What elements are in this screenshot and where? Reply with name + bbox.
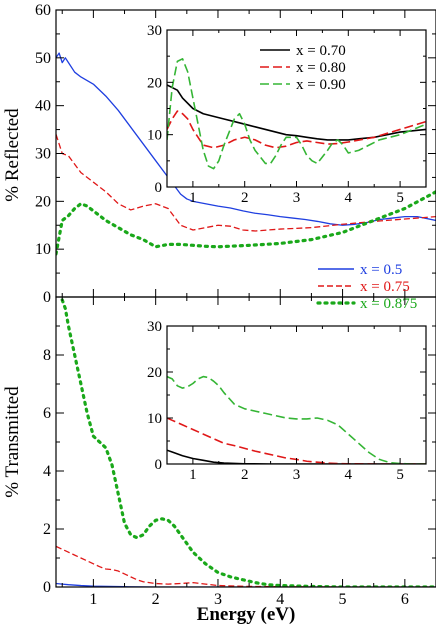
y-axis-label-transmitted: % Transmitted	[2, 386, 23, 498]
series-lines	[56, 52, 436, 256]
series-line-2	[167, 417, 426, 464]
legend-label-2: x = 0.75	[360, 279, 410, 295]
transmitted-inset: 0 10 20 30 1 2 3 4 5	[147, 319, 427, 483]
series-lines	[167, 375, 426, 464]
legend: x = 0.70x = 0.80x = 0.90	[260, 43, 346, 93]
x-tick-label: 2	[152, 591, 160, 608]
x-tick-label: 1	[189, 467, 197, 483]
legend-label-2: x = 0.80	[296, 60, 346, 76]
series-line-1	[56, 52, 436, 226]
y-tick-label: 10	[147, 128, 162, 144]
y-tick-label: 50	[35, 50, 51, 67]
y-tick-label: 10	[147, 411, 162, 427]
y-tick-label: 20	[147, 365, 162, 381]
legend-label-1: x = 0.70	[296, 43, 346, 59]
x-tick-label: 4	[345, 467, 353, 483]
x-tick-label: 5	[396, 190, 404, 206]
series-line-3	[60, 298, 436, 587]
series-line-2	[56, 134, 436, 232]
y-tick-label: 8	[43, 347, 51, 364]
x-tick-label: 3	[214, 591, 222, 608]
legend-label-3: x = 0.875	[360, 296, 417, 312]
x-tick-label: 1	[189, 190, 197, 206]
series-line-1	[167, 84, 426, 141]
y-tick-label: 60	[35, 2, 51, 19]
series-line-2	[56, 545, 436, 587]
x-axis-label-energy: Energy (eV)	[197, 604, 296, 625]
x-tick-label: 6	[401, 591, 409, 608]
y-tick-label: 20	[35, 193, 51, 210]
y-tick-label: 20	[147, 75, 162, 91]
y-tick-label: 30	[147, 319, 162, 335]
x-tick-label: 3	[293, 190, 301, 206]
legend: x = 0.5x = 0.75x = 0.875	[316, 262, 417, 312]
y-tick-label: 0	[43, 289, 51, 306]
series-line-2	[167, 110, 426, 149]
legend-label-3: x = 0.90	[296, 77, 346, 93]
transmitted-panel: 0 2 4 6 8 1 2 3 4 5 6	[43, 296, 436, 608]
x-tick-label: 3	[293, 467, 301, 483]
y-tick-label: 30	[35, 146, 51, 163]
y-tick-label: 6	[43, 405, 51, 422]
y-axis-label-reflected: % Reflected	[2, 108, 23, 202]
x-tick-label: 1	[89, 591, 97, 608]
x-tick-label: 2	[241, 467, 249, 483]
y-tick-label: 0	[155, 457, 163, 473]
y-tick-label: 0	[43, 579, 51, 596]
x-tick-label: 5	[339, 591, 347, 608]
y-tick-label: 30	[147, 23, 162, 39]
series-line-3	[56, 190, 436, 256]
series-line-3	[167, 375, 426, 464]
inset-background	[167, 326, 426, 464]
series-line-3	[167, 57, 426, 170]
series-lines	[167, 57, 426, 170]
reflected-inset: 0 10 20 30 1 2 3 4 5 x = 0.70x = 0.80x = 0.90	[147, 23, 427, 206]
y-tick-label: 10	[35, 241, 51, 258]
legend-label-1: x = 0.5	[360, 262, 402, 278]
x-tick-label: 4	[345, 190, 353, 206]
y-tick-label: 2	[43, 521, 51, 538]
x-tick-label: 2	[241, 190, 249, 206]
x-tick-label: 4	[276, 591, 284, 608]
x-tick-label: 5	[396, 467, 404, 483]
y-tick-label: 40	[35, 98, 51, 115]
inset-background	[167, 30, 426, 187]
series-line-1	[167, 449, 426, 464]
y-tick-label: 4	[43, 463, 51, 480]
y-tick-label: 0	[155, 180, 163, 196]
